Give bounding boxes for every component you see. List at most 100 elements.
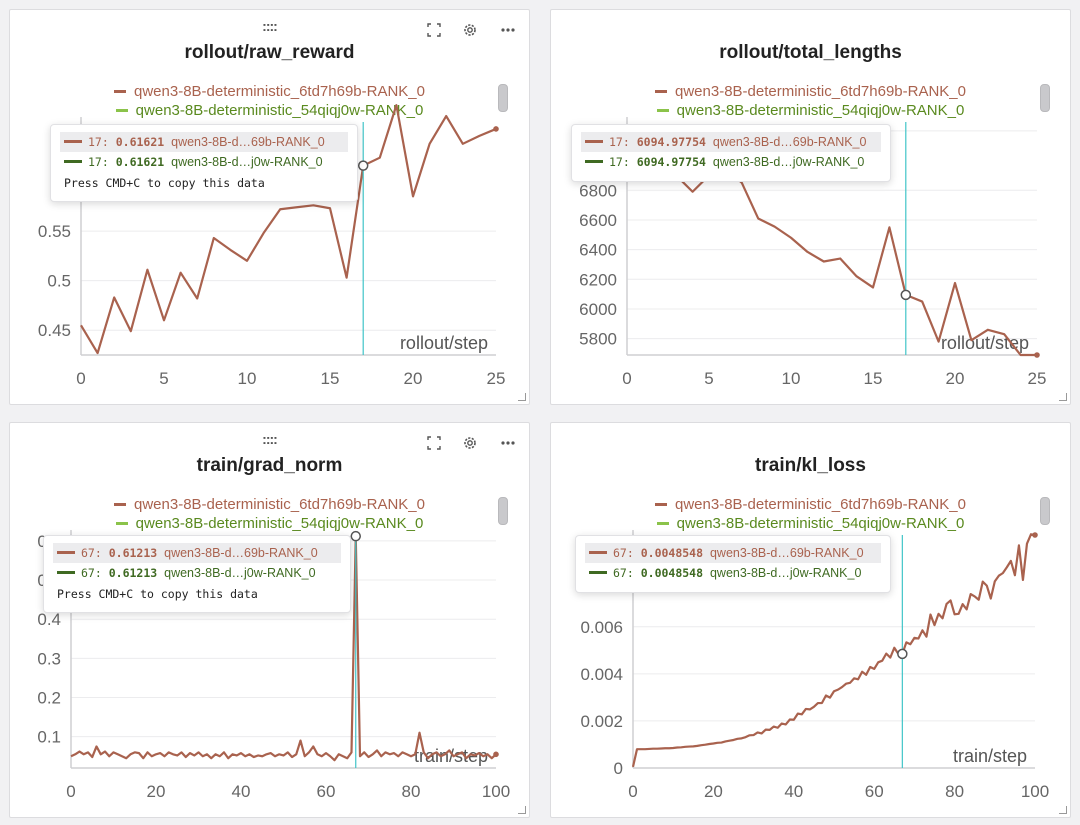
- x-tick-label: 40: [784, 782, 803, 801]
- legend-swatch: [656, 108, 669, 112]
- x-tick-label: 20: [147, 782, 166, 801]
- tooltip-series-name: qwen3-8B-d…j0w-RANK_0: [171, 155, 323, 169]
- y-tick-label: 5800: [579, 330, 617, 349]
- x-tick-label: 40: [232, 782, 251, 801]
- gear-icon[interactable]: [460, 20, 480, 40]
- y-tick-label: 0.006: [580, 618, 623, 637]
- tooltip-step: 17:: [88, 135, 109, 149]
- y-tick-label: 6400: [579, 241, 617, 260]
- tooltip-swatch: [57, 551, 75, 554]
- x-tick-label: 100: [1021, 782, 1049, 801]
- tooltip-value: 0.61213: [108, 566, 158, 580]
- x-tick-label: 15: [321, 369, 340, 388]
- gear-icon[interactable]: [460, 433, 480, 453]
- x-tick-label: 20: [704, 782, 723, 801]
- tooltip-row: 17: 6094.97754 qwen3-8B-d…69b-RANK_0: [581, 132, 881, 152]
- legend-swatch: [655, 89, 667, 93]
- y-tick-label: 6800: [579, 181, 617, 200]
- legend-item[interactable]: qwen3-8B-deterministic_54qiqj0w-RANK_0: [10, 101, 529, 120]
- drag-handle-icon[interactable]: ::::: [262, 431, 278, 447]
- y-tick-label: 0.55: [38, 222, 71, 241]
- tooltip-hint: Press CMD+C to copy this data: [57, 587, 258, 601]
- resize-handle[interactable]: [518, 806, 526, 814]
- tooltip-step: 67:: [613, 566, 634, 580]
- tooltip-value: 6094.97754: [636, 135, 706, 149]
- legend-item[interactable]: qwen3-8B-deterministic_54qiqj0w-RANK_0: [551, 514, 1070, 533]
- legend-item[interactable]: qwen3-8B-deterministic_6td7h69b-RANK_0: [10, 82, 529, 101]
- hover-point-marker: [357, 160, 369, 171]
- hover-point-marker: [900, 289, 912, 301]
- legend-label: qwen3-8B-deterministic_6td7h69b-RANK_0: [134, 496, 425, 513]
- legend-scrollbar[interactable]: [498, 497, 508, 525]
- more-icon[interactable]: [498, 20, 518, 40]
- tooltip-series-name: qwen3-8B-d…69b-RANK_0: [712, 135, 867, 149]
- series-endpoint: [493, 751, 499, 758]
- legend-item[interactable]: qwen3-8B-deterministic_6td7h69b-RANK_0: [551, 495, 1070, 514]
- legend-swatch: [114, 89, 126, 93]
- fullscreen-icon[interactable]: [424, 433, 444, 453]
- legend-item[interactable]: qwen3-8B-deterministic_6td7h69b-RANK_0: [551, 82, 1070, 101]
- chart-panel-raw-reward: :::: rollout/raw_reward qwen3-8B-determi…: [9, 9, 530, 405]
- line-chart-total-lengths[interactable]: 58006000620064006600680072000510152025ro…: [551, 10, 1071, 405]
- legend-item[interactable]: qwen3-8B-deterministic_54qiqj0w-RANK_0: [10, 514, 529, 533]
- legend-swatch: [655, 502, 667, 506]
- legend-label: qwen3-8B-deterministic_54qiqj0w-RANK_0: [135, 102, 424, 119]
- hover-tooltip: 67: 0.61213 qwen3-8B-d…69b-RANK_0 67: 0.…: [43, 535, 351, 613]
- tooltip-swatch: [57, 571, 75, 574]
- chart-title: train/kl_loss: [755, 455, 866, 476]
- tooltip-row: 17: 0.61621 qwen3-8B-d…69b-RANK_0: [60, 132, 348, 152]
- tooltip-value: 0.61213: [108, 546, 158, 560]
- legend-scrollbar[interactable]: [1040, 497, 1050, 525]
- tooltip-swatch: [585, 140, 603, 143]
- chart-panel-total-lengths: rollout/total_lengths qwen3-8B-determini…: [550, 9, 1071, 405]
- y-tick-label: 0.004: [580, 665, 623, 684]
- legend-swatch: [656, 521, 669, 525]
- line-chart-raw-reward[interactable]: 0.45 0.5 0.55 0 5 10 15 20 25 rollout/step: [10, 10, 530, 405]
- tooltip-swatch: [589, 571, 607, 574]
- y-tick-label: 6600: [579, 211, 617, 230]
- legend-label: qwen3-8B-deterministic_6td7h69b-RANK_0: [675, 83, 966, 100]
- legend: qwen3-8B-deterministic_6td7h69b-RANK_0 q…: [551, 495, 1070, 533]
- legend-scrollbar[interactable]: [1040, 84, 1050, 112]
- legend-scrollbar[interactable]: [498, 84, 508, 112]
- resize-handle[interactable]: [1059, 806, 1067, 814]
- tooltip-swatch: [64, 160, 82, 163]
- series-line: [631, 533, 1036, 768]
- tooltip-series-name: qwen3-8B-d…69b-RANK_0: [171, 135, 325, 149]
- more-icon[interactable]: [498, 433, 518, 453]
- tooltip-value: 0.0048548: [640, 546, 704, 560]
- x-tick-label: 80: [945, 782, 964, 801]
- y-tick-label: 0.2: [37, 689, 61, 708]
- resize-handle[interactable]: [1059, 393, 1067, 401]
- legend-swatch: [115, 108, 128, 112]
- series-endpoint: [1032, 532, 1038, 538]
- x-axis-label: rollout/step: [400, 333, 488, 353]
- drag-handle-icon[interactable]: ::::: [262, 18, 278, 34]
- chart-title: rollout/raw_reward: [184, 42, 355, 63]
- tooltip-series-name: qwen3-8B-d…69b-RANK_0: [709, 546, 864, 560]
- line-chart-kl-loss[interactable]: 0 0.002 0.004 0.006 0 20 40 60 80 100 train/step: [551, 423, 1071, 818]
- y-tick-label: 0.1: [37, 728, 61, 747]
- resize-handle[interactable]: [518, 393, 526, 401]
- tooltip-series-name: qwen3-8B-d…j0w-RANK_0: [709, 566, 862, 580]
- y-tick-label: 0.3: [37, 649, 61, 668]
- series-endpoint: [493, 126, 499, 132]
- fullscreen-icon[interactable]: [424, 20, 444, 40]
- x-tick-label: 0: [66, 782, 75, 801]
- x-tick-label: 15: [864, 369, 883, 388]
- series-endpoint: [1034, 352, 1040, 358]
- x-tick-label: 60: [865, 782, 884, 801]
- x-axis-label: train/step: [953, 746, 1027, 766]
- x-tick-label: 25: [1028, 369, 1047, 388]
- tooltip-hint: Press CMD+C to copy this data: [64, 176, 265, 190]
- legend-item[interactable]: qwen3-8B-deterministic_54qiqj0w-RANK_0: [551, 101, 1070, 120]
- x-tick-label: 0: [628, 782, 637, 801]
- legend-item[interactable]: qwen3-8B-deterministic_6td7h69b-RANK_0: [10, 495, 529, 514]
- tooltip-step: 17:: [609, 155, 630, 169]
- tooltip-swatch: [585, 160, 603, 163]
- chart-title: train/grad_norm: [196, 455, 343, 476]
- tooltip-row: 67: 0.61213 qwen3-8B-d…j0w-RANK_0: [53, 563, 341, 583]
- tooltip-row: 67: 0.0048548 qwen3-8B-d…69b-RANK_0: [585, 543, 881, 563]
- legend-swatch: [114, 502, 126, 506]
